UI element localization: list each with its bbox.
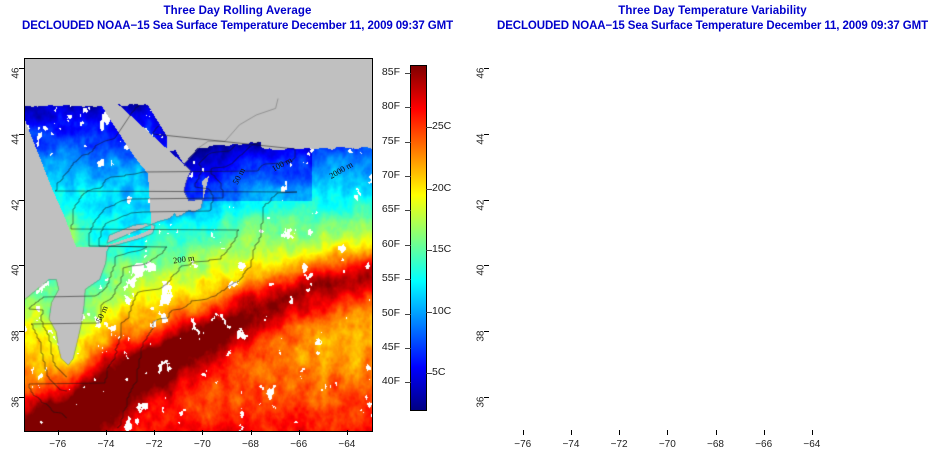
x-axis-tick	[346, 430, 348, 435]
x-axis-tick	[667, 430, 669, 435]
panel-right-subtitle: DECLOUDED NOAA−15 Sea Surface Temperatur…	[496, 20, 929, 32]
x-axis-label: −72	[610, 439, 628, 450]
x-axis-label: −68	[707, 439, 724, 450]
x-axis-label: −70	[193, 439, 211, 450]
y-axis-label: 46	[10, 67, 22, 79]
y-axis-label: 40	[10, 264, 22, 277]
x-axis-tick	[105, 430, 107, 435]
panel-temperature-variability: Three Day Temperature Variability DECLOU…	[475, 0, 950, 475]
y-axis-tick	[19, 199, 24, 201]
colorbar-tick-fahrenheit	[405, 313, 411, 315]
y-axis-label: 46	[475, 67, 487, 79]
x-axis-tick	[202, 430, 204, 435]
x-axis-tick	[715, 430, 717, 435]
colorbar-tick-celsius	[426, 311, 432, 313]
colorbar-label-fahrenheit: 45F	[381, 341, 400, 354]
colorbar-label-fahrenheit: 85F	[381, 65, 400, 78]
colorbar-label-celsius: 15C	[432, 243, 452, 256]
colorbar-label-fahrenheit: 40F	[381, 375, 400, 388]
y-axis-label: 38	[475, 330, 487, 342]
colorbar-label-fahrenheit: 55F	[381, 272, 400, 285]
colorbar-tick-fahrenheit	[405, 348, 411, 350]
x-axis-label: −64	[803, 439, 821, 450]
colorbar-tick-fahrenheit	[405, 141, 411, 143]
y-axis-tick	[19, 265, 24, 267]
x-axis-tick	[811, 430, 813, 435]
y-axis-label: 40	[475, 264, 487, 277]
x-axis-tick	[763, 430, 765, 435]
colorbar-label-celsius: 10C	[432, 304, 452, 317]
y-axis-label: 44	[475, 133, 487, 145]
y-axis-label: 36	[475, 396, 487, 408]
x-axis-tick	[522, 430, 524, 435]
colorbar-tick-fahrenheit	[405, 244, 411, 246]
panel-left-titles: Three Day Rolling Average DECLOUDED NOAA…	[0, 0, 475, 33]
y-axis-tick	[19, 133, 24, 135]
colorbar-tick-fahrenheit	[405, 107, 411, 109]
colorbar-label-fahrenheit: 80F	[381, 100, 400, 113]
colorbar-label-fahrenheit: 75F	[381, 134, 400, 147]
panel-rolling-average: Three Day Rolling Average DECLOUDED NOAA…	[0, 0, 475, 450]
x-axis-label: −68	[242, 439, 259, 450]
colorbar-label-fahrenheit: 60F	[381, 237, 400, 250]
y-axis-label: 44	[10, 133, 22, 145]
y-axis-tick	[484, 133, 489, 135]
colorbar-label-fahrenheit: 70F	[381, 169, 400, 182]
panel-right-title: Three Day Temperature Variability	[618, 5, 807, 17]
x-axis-label: −76	[514, 439, 532, 450]
colorbar-sst: 85F 80F 75F 70F 65F 60F 55F 50F 45F 40F 25C 20C 15C 1…	[382, 65, 451, 411]
x-axis-tick	[57, 430, 59, 435]
y-axis-tick	[484, 397, 489, 399]
x-axis-label: −70	[658, 439, 676, 450]
y-axis-tick	[19, 397, 24, 399]
x-axis-tick	[154, 430, 156, 435]
x-axis-label: −66	[290, 439, 308, 450]
x-axis-label: −74	[562, 439, 580, 450]
colorbar-tick-fahrenheit	[405, 176, 411, 178]
sst-heatmap-canvas	[25, 59, 372, 431]
x-axis-label: −66	[755, 439, 773, 450]
y-axis-label: 42	[475, 199, 487, 211]
y-axis-tick	[484, 265, 489, 267]
y-axis-label: 42	[10, 199, 22, 211]
y-axis-label: 36	[10, 396, 22, 408]
x-axis-tick	[298, 430, 300, 435]
panel-right-titles: Three Day Temperature Variability DECLOU…	[475, 0, 950, 33]
y-axis-tick	[484, 67, 489, 69]
x-axis-label: −74	[97, 439, 115, 450]
map-rolling-average[interactable]: 50 m 100 m 200 m 2000 m 50 m	[24, 58, 373, 432]
colorbar-label-celsius: 20C	[432, 181, 452, 194]
panel-left-subtitle: DECLOUDED NOAA−15 Sea Surface Temperatur…	[21, 20, 454, 32]
colorbar-tick-celsius	[426, 127, 432, 129]
x-axis-label: −76	[49, 439, 67, 450]
panel-left-title: Three Day Rolling Average	[163, 5, 312, 17]
y-axis-label: 38	[10, 330, 22, 342]
colorbar-label-fahrenheit: 65F	[381, 203, 400, 216]
y-axis-tick	[484, 331, 489, 333]
colorbar-tick-fahrenheit	[405, 279, 411, 281]
colorbar-label-fahrenheit: 50F	[381, 306, 400, 319]
x-axis-tick	[619, 430, 621, 435]
x-axis-tick	[570, 430, 572, 435]
x-axis-tick	[250, 430, 252, 435]
colorbar-label-celsius: 25C	[432, 120, 452, 133]
y-axis-tick	[484, 199, 489, 201]
y-axis-tick	[19, 331, 24, 333]
colorbar-label-celsius: 5C	[432, 366, 446, 379]
colorbar-gradient	[411, 66, 426, 410]
colorbar-tick-celsius	[426, 250, 432, 252]
colorbar-tick-celsius	[426, 373, 432, 375]
colorbar-tick-fahrenheit	[405, 72, 411, 74]
colorbar-tick-fahrenheit	[405, 210, 411, 212]
colorbar-tick-fahrenheit	[405, 382, 411, 384]
x-axis-label: −64	[338, 439, 356, 450]
colorbar-tick-celsius	[426, 188, 432, 190]
y-axis-tick	[19, 67, 24, 69]
x-axis-label: −72	[145, 439, 163, 450]
